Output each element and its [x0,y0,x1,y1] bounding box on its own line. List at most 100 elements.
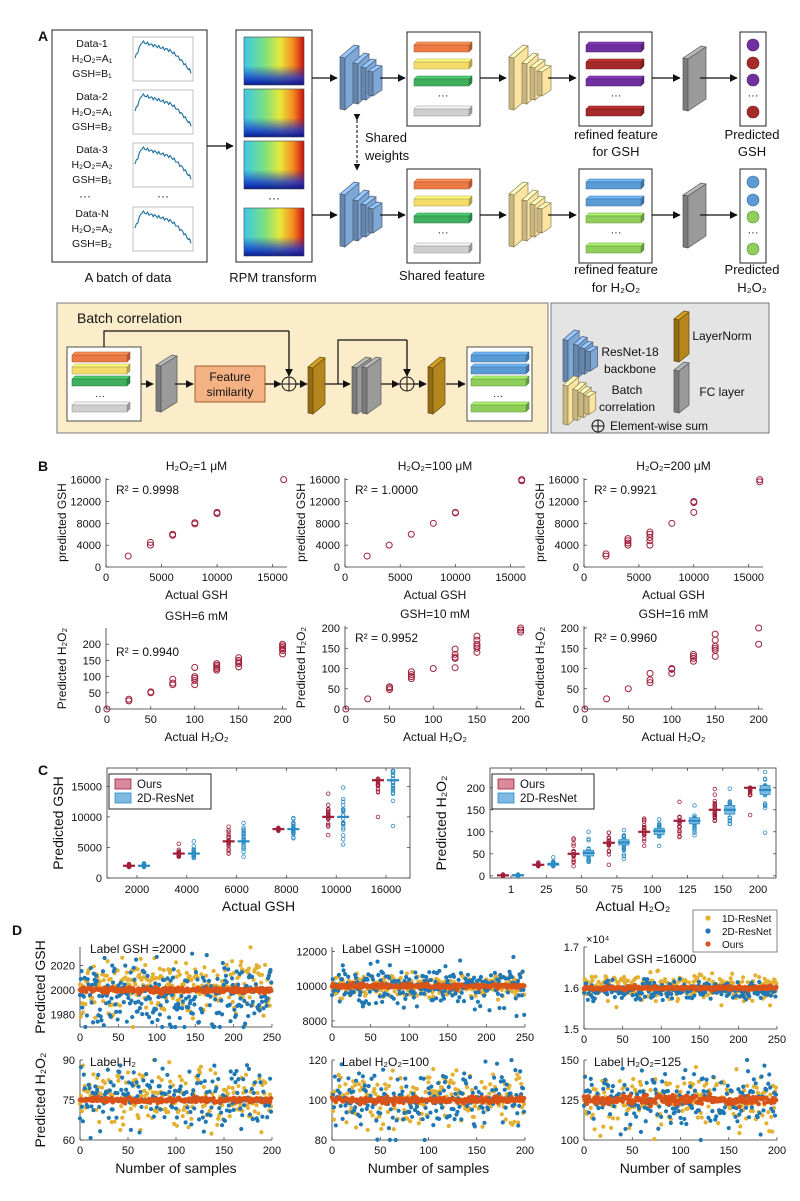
bar-top-face [470,401,530,406]
sample-point [149,1079,155,1084]
block-side-face [585,350,591,372]
scatter-point [624,535,632,543]
sample-point [329,993,335,998]
x-tick-label: 150 [229,714,247,726]
sample-point [403,1076,408,1081]
sample-point [366,1083,371,1089]
ellipsis: ··· [157,189,169,203]
sample-point [400,1089,405,1094]
block-front-face [541,202,552,234]
x-tick-label: 10000 [321,884,352,896]
legend-swatch [114,792,132,804]
sample-point [461,998,467,1004]
sample-point [256,1111,261,1116]
sample-point [378,978,383,983]
y-tick-label: 100 [467,827,485,839]
sample-point [610,977,615,982]
scatter-point [213,508,221,516]
scatter-point [646,528,654,536]
outlier-point [326,791,331,796]
prediction-dot [746,210,760,224]
sample-point [656,968,661,973]
sample-point [143,1005,149,1010]
sample-point [168,1084,173,1090]
prediction-dot [746,56,760,70]
sample-point [719,992,724,997]
outlier-point [326,810,331,815]
sample-point [191,1088,196,1093]
bar-front-face [585,181,642,190]
sample-point [388,1107,393,1112]
sample-point [605,978,611,983]
y-axis-label: predicted GSH [533,483,547,562]
sample-point [209,1131,214,1136]
sample-point [131,965,136,970]
sample-point [340,1116,345,1122]
sample-point [513,1068,518,1073]
sample-point [190,1016,195,1021]
sample-point [518,975,523,980]
x-tick-label: 250 [516,1032,534,1044]
outlier-point [747,812,753,818]
sample-point [120,1115,125,1120]
sample-point [250,1117,255,1122]
scatter-point [756,476,764,484]
sample-point [245,1105,251,1110]
sample-point [625,978,631,983]
sample-point [451,974,457,979]
sample-point [161,977,166,983]
scatter-point [451,664,459,672]
sample-point [458,971,464,976]
x-axis-label: Actual H₂O₂ [596,898,671,914]
box-ours [497,872,509,878]
heatmap-shade [244,141,304,189]
outlier-point [390,823,396,829]
legend-swatch [497,778,515,790]
scatter-point [517,628,525,636]
sample-point [130,1083,135,1088]
block-front-face [541,65,552,97]
refined-bar [585,242,645,254]
x-tick-label: 200 [749,884,767,896]
series-ours [77,984,274,997]
sample-point [359,1107,365,1113]
outlier-point [692,803,697,808]
sample-point [414,1004,420,1009]
sample-point [391,996,396,1001]
sample-point [424,974,429,980]
y-tick-label: 16000 [70,475,101,487]
sample-point [216,1010,222,1015]
outlier-point [692,827,697,832]
mini-spectrum-plot [132,36,194,82]
prediction-dot [746,38,760,52]
sample-point [195,1081,200,1086]
heatmap-frame [243,140,305,190]
sample-point [446,1123,451,1129]
y-axis-label: predicted GSH [294,483,308,562]
box-ours [567,836,580,869]
sample-point [247,1112,253,1117]
x-tick-label: 100 [419,1145,437,1157]
outlier-point [586,838,591,843]
sample-point [256,1002,262,1008]
scatter-point [125,695,133,703]
sample-point [267,1003,272,1008]
x-tick-label: 15000 [733,572,764,584]
sample-point [144,1105,149,1110]
sample-point [203,1119,208,1124]
ellipsis: ··· [438,227,449,239]
bar-top-face [413,105,473,110]
sample-point [91,1072,96,1077]
block-front-face [678,362,690,414]
legend-entry-label: Ours [137,779,162,791]
sample-point [213,1071,218,1076]
x-tick-label: 150 [691,1034,709,1046]
sample-point [125,1091,131,1096]
sample-point [260,1114,265,1119]
scatter-point [602,550,610,558]
bar-front-face [413,245,470,254]
sample-point [370,1113,375,1118]
y-tick-label: 0 [95,562,101,574]
sample-point [80,1119,85,1124]
x-tick-label: 50 [145,714,157,726]
